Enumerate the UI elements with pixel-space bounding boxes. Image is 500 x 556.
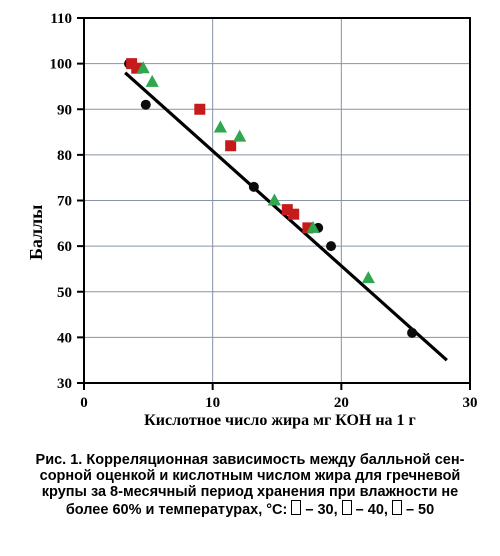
caption-prefix: более 60% и температурах, °С: (66, 502, 292, 518)
marker-40C (194, 104, 205, 115)
svg-text:50: 50 (57, 285, 72, 301)
svg-text:90: 90 (57, 102, 72, 118)
svg-text:30: 30 (57, 376, 72, 392)
legend-text-2: – 40, (352, 502, 392, 518)
caption-line-2: сорной оценкой и кислотным числом жира д… (40, 468, 461, 484)
marker-30C (249, 182, 259, 192)
legend-text-1: – 30, (301, 502, 341, 518)
caption-line-4: более 60% и температурах, °С: – 30, – 40… (66, 502, 434, 518)
marker-40C (288, 209, 299, 220)
caption-line-1: Рис. 1. Корреляционная зависимость между… (36, 452, 465, 468)
svg-text:60: 60 (57, 239, 72, 255)
marker-40C (225, 140, 236, 151)
svg-text:70: 70 (57, 194, 72, 210)
svg-text:30: 30 (463, 395, 478, 411)
legend-glyph-2 (342, 500, 352, 515)
scatter-plot: 0 10 20 30 30 40 50 60 70 80 90 100 110 (0, 0, 500, 440)
svg-text:110: 110 (50, 11, 72, 27)
svg-text:20: 20 (334, 395, 349, 411)
svg-text:40: 40 (57, 330, 72, 346)
figure-caption: Рис. 1. Корреляционная зависимость между… (20, 452, 480, 518)
marker-30C (407, 328, 417, 338)
svg-text:100: 100 (50, 57, 73, 73)
marker-30C (326, 241, 336, 251)
legend-text-3: – 50 (402, 502, 434, 518)
marker-30C (141, 100, 151, 110)
legend-glyph-1 (291, 500, 301, 515)
legend-glyph-3 (392, 500, 402, 515)
caption-line-3: крупы за 8-месячный период хранения при … (42, 484, 458, 500)
svg-text:10: 10 (205, 395, 220, 411)
svg-text:80: 80 (57, 148, 72, 164)
figure-page: { "chart": { "type": "scatter+line", "ba… (0, 0, 500, 556)
svg-text:0: 0 (80, 395, 88, 411)
